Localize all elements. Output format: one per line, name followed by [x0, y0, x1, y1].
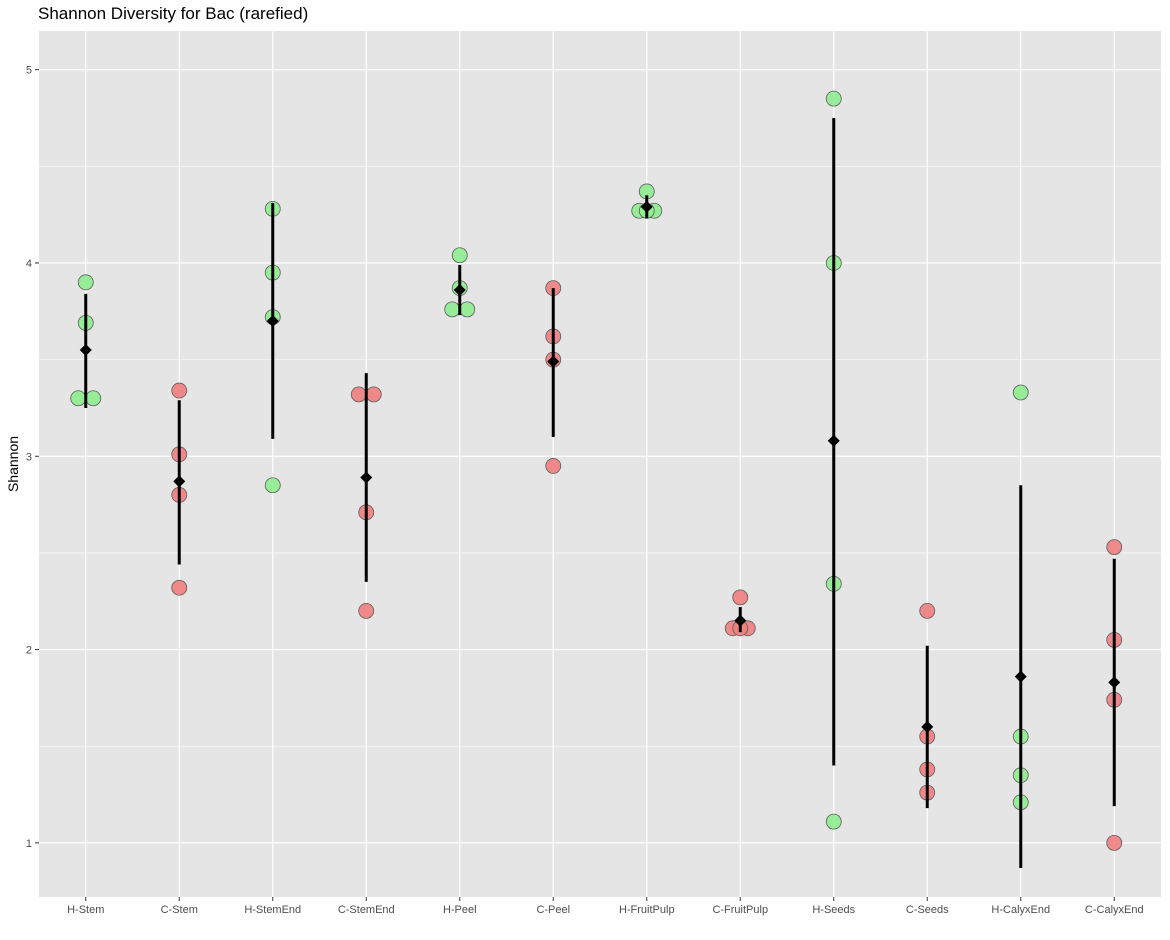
mean-marker — [1014, 670, 1027, 683]
x-tick-label: C-CalyxEnd — [1085, 904, 1144, 916]
data-point — [365, 386, 382, 403]
mean-marker — [827, 434, 840, 447]
mean-marker — [921, 720, 934, 733]
data-point — [70, 390, 87, 407]
x-tick-label: H-CalyxEnd — [991, 904, 1050, 916]
plot-panel — [39, 31, 1161, 897]
y-axis: 1 2 3 4 5 — [26, 65, 39, 850]
x-tick-label: H-Peel — [443, 904, 477, 916]
x-tick-label: C-Stem — [161, 904, 198, 916]
data-point — [350, 386, 367, 403]
data-point — [825, 90, 842, 107]
mean-marker — [734, 614, 747, 627]
y-axis-title: Shannon — [5, 436, 21, 492]
x-tick-label: C-StemEnd — [338, 904, 395, 916]
data-point — [1106, 834, 1123, 851]
data-point — [77, 274, 94, 291]
grid-lines — [39, 31, 1161, 897]
data-point — [171, 382, 188, 399]
x-tick-label: H-Stem — [67, 904, 104, 916]
mean-marker — [360, 471, 373, 484]
y-tick-label: 3 — [26, 451, 32, 463]
data-point — [264, 477, 281, 494]
x-tick-label: C-Seeds — [906, 904, 949, 916]
x-axis: H-Stem C-Stem H-StemEnd C-StemEnd H-Peel C-Pe… — [67, 897, 1144, 916]
mean-marker — [1108, 676, 1121, 689]
y-tick-label: 4 — [26, 258, 32, 270]
mean-error-bars — [79, 117, 1121, 869]
data-point — [358, 603, 375, 619]
y-tick-label: 1 — [26, 838, 32, 850]
data-point — [919, 603, 936, 619]
chart-title: Shannon Diversity for Bac (rarefied) — [38, 4, 309, 23]
x-tick-label: H-Seeds — [812, 904, 855, 916]
mean-marker — [640, 200, 653, 213]
mean-marker — [266, 314, 279, 327]
mean-marker — [79, 343, 92, 356]
mean-marker — [547, 355, 560, 368]
y-tick-label: 5 — [26, 65, 32, 77]
data-point — [545, 458, 562, 474]
x-tick-label: H-FruitPulp — [619, 904, 675, 916]
data-point — [171, 579, 188, 596]
x-tick-label: H-StemEnd — [244, 904, 301, 916]
data-point — [1012, 384, 1029, 401]
data-point — [1106, 539, 1123, 556]
data-point — [451, 247, 468, 264]
data-point — [732, 589, 749, 606]
x-tick-label: C-FruitPulp — [712, 904, 768, 916]
y-tick-label: 2 — [26, 645, 32, 657]
data-point — [444, 301, 461, 318]
data-point — [459, 301, 476, 318]
x-tick-label: C-Peel — [536, 904, 570, 916]
mean-marker — [453, 284, 466, 297]
mean-marker — [173, 475, 186, 488]
data-point — [85, 390, 102, 407]
data-point — [825, 813, 842, 830]
